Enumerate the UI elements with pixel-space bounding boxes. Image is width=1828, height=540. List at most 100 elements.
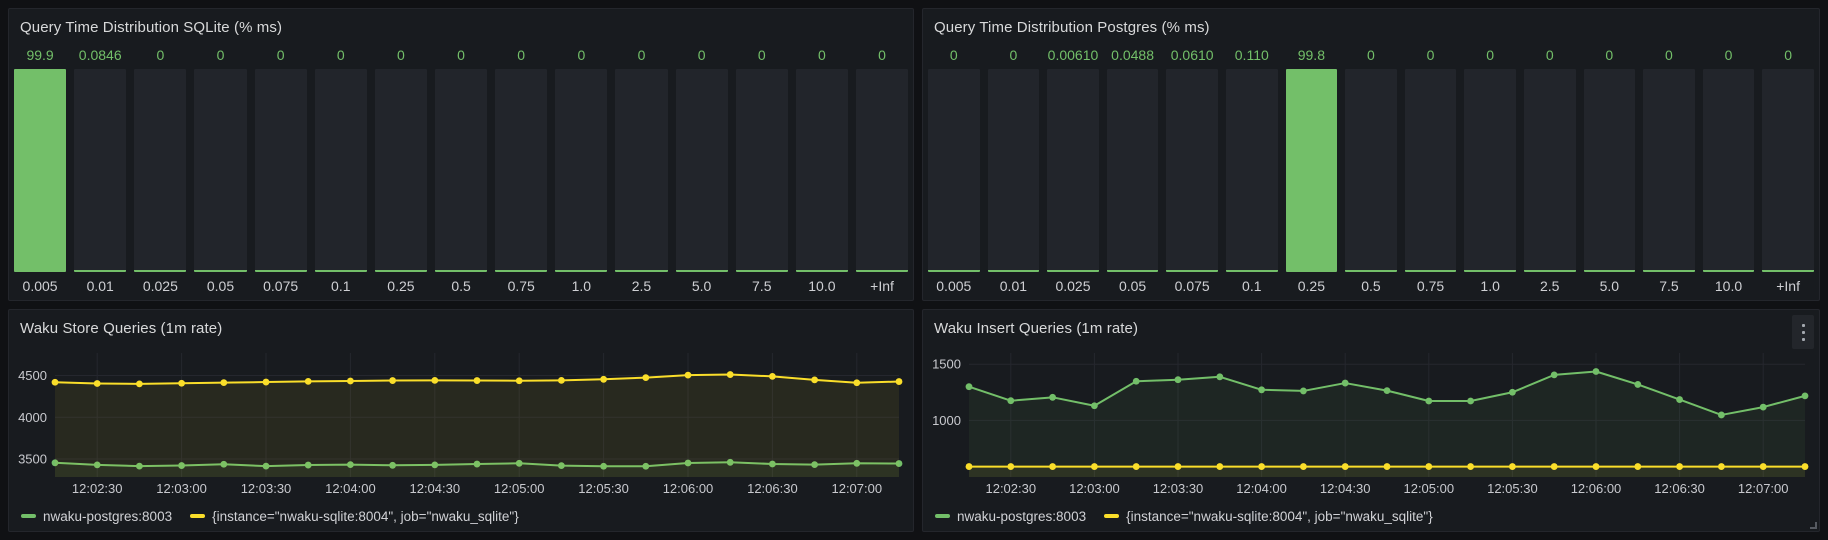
histogram-bucket: 0 1.0 [555, 47, 608, 295]
bucket-label: 0.075 [263, 278, 299, 294]
legend-label: {instance="nwaku-sqlite:8004", job="nwak… [212, 508, 519, 524]
panel-header: Query Time Distribution SQLite (% ms) [9, 9, 913, 41]
bucket-value-label: 0 [1426, 47, 1435, 63]
histogram-bucket: 0 5.0 [675, 47, 728, 295]
data-point [1759, 403, 1767, 411]
x-tick-label: 12:05:00 [494, 481, 545, 496]
data-point [600, 375, 607, 383]
panel-title[interactable]: Waku Insert Queries (1m rate) [934, 320, 1139, 337]
legend-item[interactable]: nwaku-postgres:8003 [21, 509, 172, 524]
data-point [1467, 397, 1474, 405]
histogram-bar-fill [1523, 270, 1576, 272]
panel-title[interactable]: Query Time Distribution Postgres (% ms) [934, 19, 1210, 36]
data-point [1425, 463, 1433, 470]
histogram-sqlite: 99.9 0.005 0.0846 0.01 0 0.025 0 0.05 0 0.075 0 0.1… [9, 41, 913, 300]
data-point [220, 379, 228, 387]
data-point [1592, 463, 1600, 470]
bucket-value-label: 0 [637, 47, 646, 63]
histogram-bucket: 0.00610 0.025 [1047, 47, 1099, 295]
series-area [55, 374, 899, 477]
data-point [1425, 397, 1433, 405]
legend-item[interactable]: {instance="nwaku-sqlite:8004", job="nwak… [1104, 509, 1433, 524]
data-point [1341, 379, 1349, 387]
panel-resize-handle[interactable] [1810, 522, 1817, 529]
bucket-label: 0.05 [206, 278, 235, 294]
data-point [558, 462, 565, 470]
histogram-bar-fill [1047, 270, 1099, 272]
data-point [262, 378, 270, 386]
data-point [811, 461, 818, 469]
x-tick-label: 12:05:30 [1487, 481, 1538, 496]
data-point [1132, 377, 1140, 385]
histogram-bar-fill [434, 270, 488, 272]
histogram-bar-fill [194, 270, 247, 272]
bucket-label: 0.025 [142, 278, 178, 294]
x-tick-label: 12:05:30 [578, 481, 629, 496]
bucket-value-label: 0.0610 [1170, 47, 1214, 63]
data-point [769, 372, 776, 380]
data-point [51, 459, 59, 467]
data-point [1091, 463, 1098, 470]
histogram-bar-fill [675, 270, 728, 272]
data-point [853, 459, 861, 467]
histogram-bar [1047, 69, 1099, 272]
data-point [431, 376, 439, 384]
histogram-bucket: 99.8 0.25 [1285, 47, 1338, 295]
histogram-bar [855, 69, 909, 272]
panel-header: Waku Store Queries (1m rate) [9, 310, 913, 342]
data-point [1801, 463, 1809, 470]
bucket-value-label: 0.0488 [1111, 47, 1154, 63]
x-tick-label: 12:05:00 [1403, 481, 1454, 496]
histogram-bar [434, 69, 488, 272]
legend: nwaku-postgres:8003 {instance="nwaku-sqli… [9, 505, 913, 531]
panel-title[interactable]: Waku Store Queries (1m rate) [20, 320, 223, 337]
histogram-bucket: 0.0488 0.05 [1106, 47, 1159, 295]
bucket-value-label: 0.110 [1234, 47, 1269, 63]
histogram-bar-fill [555, 270, 608, 272]
data-point [1550, 371, 1558, 379]
bucket-value-label: 0 [216, 47, 225, 63]
data-point [1258, 386, 1265, 394]
histogram-bar [987, 69, 1040, 272]
histogram-bar-fill [314, 270, 367, 272]
panel-menu-kebab-icon[interactable] [1792, 315, 1814, 349]
histogram-bucket: 0 7.5 [735, 47, 788, 295]
histogram-bucket: 0 7.5 [1643, 47, 1695, 295]
histogram-bar-fill [495, 270, 548, 272]
bucket-value-label: 0 [949, 47, 958, 63]
data-point [1509, 463, 1516, 470]
bucket-label: 0.01 [86, 278, 114, 294]
x-tick-label: 12:07:00 [831, 481, 882, 496]
data-point [1007, 463, 1015, 470]
histogram-bucket: 0 2.5 [615, 47, 668, 295]
data-point [600, 462, 607, 470]
data-point [515, 459, 523, 467]
data-point [304, 461, 312, 469]
data-point [1801, 392, 1809, 400]
data-point [684, 371, 692, 379]
bucket-value-label: 0 [1784, 47, 1792, 63]
legend-label: nwaku-postgres:8003 [43, 508, 173, 524]
histogram-bar [928, 69, 980, 272]
histogram-bar [1464, 69, 1516, 272]
histogram-bar [735, 69, 788, 272]
legend-swatch-yellow [1104, 514, 1120, 518]
bucket-value-label: 0 [457, 47, 465, 63]
panel-title[interactable]: Query Time Distribution SQLite (% ms) [20, 19, 283, 36]
histogram-bar [555, 69, 608, 272]
data-point [304, 377, 312, 385]
legend-item[interactable]: nwaku-postgres:8003 [935, 509, 1086, 524]
histogram-bar [1404, 69, 1457, 272]
legend-item[interactable]: {instance="nwaku-sqlite:8004", job="nwak… [190, 509, 519, 524]
bucket-label: 2.5 [1540, 278, 1560, 294]
y-tick-label: 4500 [18, 368, 47, 383]
histogram-bar-fill [615, 270, 668, 272]
bucket-label: 7.5 [1659, 278, 1679, 294]
data-point [1634, 381, 1642, 388]
histogram-bucket: 0 0.5 [434, 47, 488, 295]
histogram-bar [1762, 69, 1814, 272]
data-point [726, 458, 734, 466]
data-point [1718, 411, 1725, 419]
data-point [136, 380, 143, 388]
histogram-bar-fill [987, 270, 1040, 272]
